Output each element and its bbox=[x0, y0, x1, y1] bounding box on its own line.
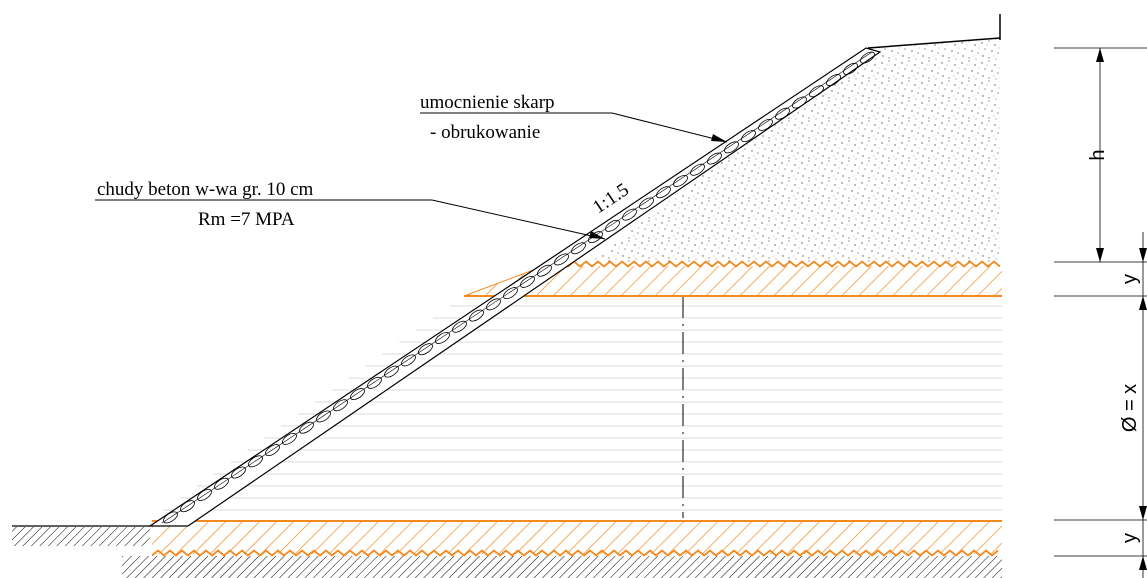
bottom-concrete-layer bbox=[151, 520, 1002, 557]
dimension-h: h bbox=[1087, 149, 1109, 160]
gravel-embankment bbox=[590, 14, 1001, 262]
concrete-label-line2: Rm =7 MPA bbox=[198, 209, 295, 230]
dimension-chain bbox=[1054, 47, 1147, 578]
revetment-label-line1: umocnienie skarp bbox=[420, 92, 555, 113]
dimension-diameter: Ø = x bbox=[1119, 384, 1141, 432]
leader-revetment bbox=[420, 112, 728, 143]
dimension-y-bottom: y bbox=[1119, 533, 1141, 543]
revetment-label-line2: - obrukowanie bbox=[430, 122, 540, 143]
dimension-y-top: y bbox=[1119, 274, 1141, 284]
subsoil bbox=[122, 556, 1002, 578]
existing-ground bbox=[12, 525, 150, 546]
slope-revetment bbox=[148, 47, 882, 527]
leader-concrete bbox=[95, 199, 606, 240]
upper-concrete-layer bbox=[463, 260, 1002, 297]
pipe-fill-zone bbox=[152, 296, 1002, 518]
concrete-label-line1: chudy beton w-wa gr. 10 cm bbox=[97, 179, 314, 200]
